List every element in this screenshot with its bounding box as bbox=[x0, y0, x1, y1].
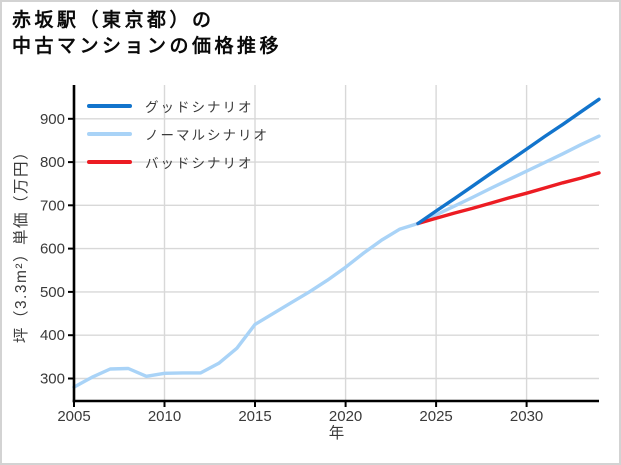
y-tick-label: 800 bbox=[40, 154, 65, 171]
legend-label-good-scenario: グッドシナリオ bbox=[145, 100, 254, 115]
legend-label-bad-scenario: バッドシナリオ bbox=[145, 156, 254, 171]
bad-scenario-line-swatch bbox=[87, 160, 132, 164]
x-tick-label: 2025 bbox=[419, 408, 452, 425]
chart-title: 赤坂駅（東京都）の 中古マンションの価格推移 bbox=[12, 10, 283, 58]
x-tick-label: 2020 bbox=[329, 408, 362, 425]
x-tick-label: 2005 bbox=[57, 408, 90, 425]
y-tick-label: 600 bbox=[40, 241, 65, 258]
legend: グッドシナリオ ノーマルシナリオ バッドシナリオ bbox=[87, 92, 269, 176]
x-tick-label: 2030 bbox=[510, 408, 543, 425]
y-tick-label: 900 bbox=[40, 111, 65, 128]
normal-scenario-line bbox=[72, 134, 601, 389]
normal-scenario-line-swatch bbox=[87, 132, 132, 136]
y-tick-label: 300 bbox=[40, 371, 65, 388]
good-scenario-line-swatch bbox=[87, 104, 132, 108]
legend-item-bad-scenario: バッドシナリオ bbox=[87, 148, 269, 176]
y-axis-title: 坪（3.3m²）単価（万円） bbox=[12, 143, 30, 343]
y-tick-label: 700 bbox=[40, 197, 65, 214]
legend-item-good-scenario: グッドシナリオ bbox=[87, 92, 269, 120]
bad-scenario-line bbox=[416, 171, 601, 226]
x-tick-label: 2015 bbox=[238, 408, 271, 425]
legend-label-normal-scenario: ノーマルシナリオ bbox=[145, 128, 269, 143]
y-tick-label: 500 bbox=[40, 284, 65, 301]
x-tick-label: 2010 bbox=[148, 408, 181, 425]
good-scenario-line bbox=[416, 97, 601, 226]
legend-item-normal-scenario: ノーマルシナリオ bbox=[87, 120, 269, 148]
x-axis-title: 年 bbox=[329, 424, 345, 442]
y-tick-label: 400 bbox=[40, 327, 65, 344]
